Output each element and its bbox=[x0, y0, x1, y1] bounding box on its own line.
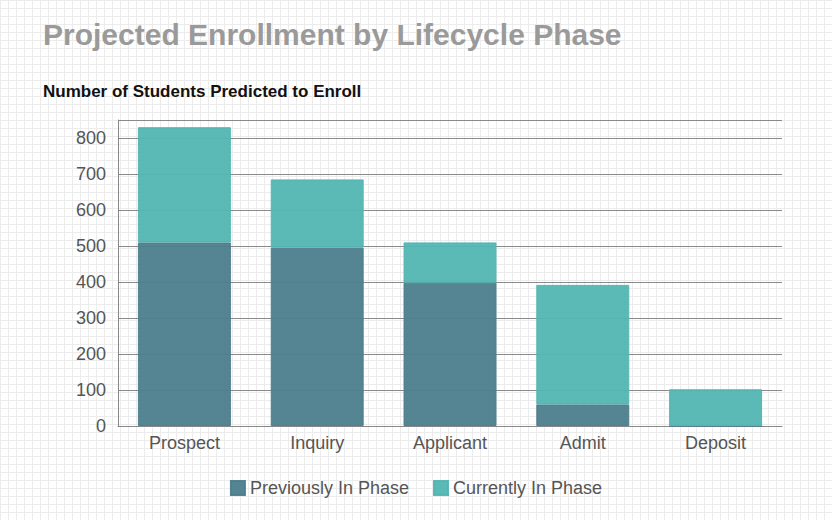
svg-text:Projected Enrollment by Lifecy: Projected Enrollment by Lifecycle Phase bbox=[43, 18, 622, 51]
svg-text:400: 400 bbox=[76, 272, 106, 292]
svg-text:Number of Students Predicted t: Number of Students Predicted to Enroll bbox=[43, 82, 361, 101]
svg-text:Deposit: Deposit bbox=[685, 433, 746, 453]
svg-text:700: 700 bbox=[76, 164, 106, 184]
svg-text:Currently In Phase: Currently In Phase bbox=[453, 478, 602, 498]
svg-text:100: 100 bbox=[76, 380, 106, 400]
svg-text:600: 600 bbox=[76, 200, 106, 220]
svg-text:200: 200 bbox=[76, 344, 106, 364]
svg-text:300: 300 bbox=[76, 308, 106, 328]
svg-text:800: 800 bbox=[76, 128, 106, 148]
svg-text:Prospect: Prospect bbox=[149, 433, 220, 453]
svg-text:0: 0 bbox=[96, 416, 106, 436]
svg-text:Applicant: Applicant bbox=[413, 433, 487, 453]
svg-text:Previously In Phase: Previously In Phase bbox=[250, 478, 409, 498]
svg-text:500: 500 bbox=[76, 236, 106, 256]
svg-text:Admit: Admit bbox=[560, 433, 606, 453]
svg-text:Inquiry: Inquiry bbox=[290, 433, 344, 453]
